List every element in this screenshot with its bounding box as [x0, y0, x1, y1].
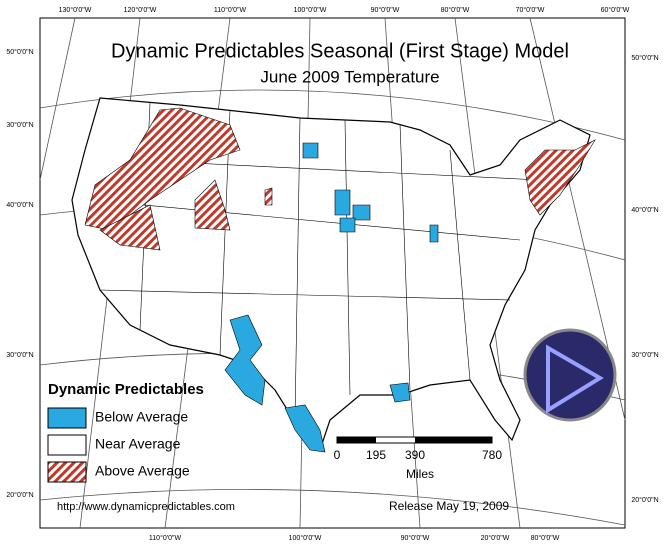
graticule-label: 30°0'0"N [6, 351, 33, 359]
above-average-region [84, 107, 241, 231]
graticule-label: 90°0'0"W [371, 6, 400, 14]
map-title: Dynamic Predictables Seasonal (First Sta… [111, 40, 569, 62]
graticule-label: 90°0'0"W [401, 534, 430, 542]
legend-swatch [47, 461, 87, 483]
graticule-label: 30°0'0"N [6, 121, 33, 129]
legend: Dynamic Predictables Below Average Near A… [47, 381, 204, 483]
below-average-region [224, 314, 266, 406]
legend-title: Dynamic Predictables [48, 381, 204, 398]
legend-label: Below Average [95, 409, 188, 425]
graticule-label: 100°0'0"W [289, 534, 322, 542]
meridian-line [39, 17, 76, 181]
parallel-line [39, 489, 626, 526]
below-average-region [352, 204, 371, 221]
scale-label: 390 [405, 448, 425, 462]
graticule-label: 50°0'0"N [6, 48, 33, 56]
us-outline [71, 97, 591, 452]
below-average-region [389, 382, 411, 403]
graticule-label: 20°0'0"N [6, 491, 33, 499]
graticule-label: 130°0'0"W [59, 6, 92, 14]
graticule-label: 40°0'0"N [631, 206, 658, 214]
graticule-label: 40°0'0"N [6, 201, 33, 209]
legend-label: Near Average [95, 436, 181, 452]
graticule-label: 60°0'0"W [601, 6, 630, 14]
graticule-label: 110°0'0"W [214, 6, 247, 14]
scale-label: 0 [334, 448, 341, 462]
graticule-label: 20°0'0"N [631, 496, 658, 504]
regions [84, 107, 596, 453]
release-date: Release May 19, 2009 [389, 499, 509, 513]
above-average-region [264, 187, 273, 206]
scale-unit: Miles [406, 467, 434, 481]
legend-swatch [47, 434, 87, 456]
parallel-line [39, 89, 626, 141]
scale-label: 195 [366, 448, 386, 462]
above-average-region [524, 139, 596, 216]
above-average-region [194, 179, 231, 231]
scale-bar: Miles 0 195 390 780 [334, 436, 502, 481]
below-average-region [429, 224, 439, 243]
graticule-label: 80°0'0"W [441, 6, 470, 14]
scale-label: 780 [482, 448, 502, 462]
below-average-region [334, 189, 351, 216]
below-average-region [284, 404, 326, 453]
graticule-label: 110°0'0"W [149, 534, 182, 542]
below-average-region [339, 217, 356, 233]
above-average-region [99, 204, 161, 251]
map-subtitle: June 2009 Temperature [260, 67, 439, 86]
footer-url: http://www.dynamicpredictables.com [57, 501, 235, 513]
legend-swatch [47, 407, 87, 429]
below-average-region [302, 142, 319, 159]
graticule-label: 50°0'0"N [631, 54, 658, 62]
graticule-label: 80°0'0"W [531, 534, 560, 542]
graticule-label: 100°0'0"W [294, 6, 327, 14]
graticule-label: 70°0'0"W [516, 6, 545, 14]
graticule-label: 20°0'0"W [481, 534, 510, 542]
graticule-label: 30°0'0"N [631, 351, 658, 359]
legend-label: Above Average [95, 463, 190, 479]
logo [523, 328, 617, 422]
graticule-label: 120°0'0"W [124, 6, 157, 14]
